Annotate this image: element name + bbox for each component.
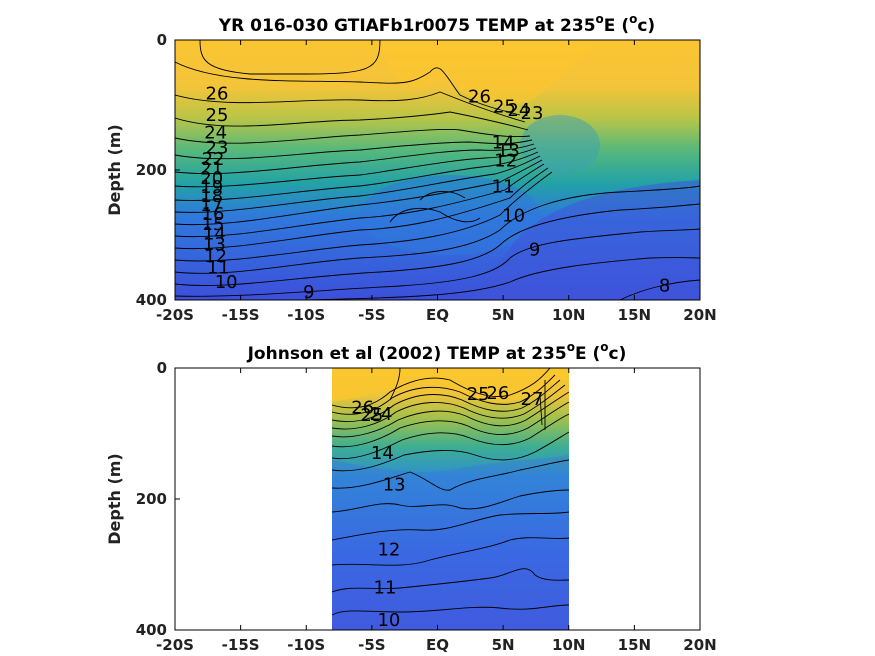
top-contour-label: 9 xyxy=(303,282,314,303)
top-x-tick-label: -5S xyxy=(358,306,385,324)
top-contour-label: 20 xyxy=(200,168,223,189)
bottom-y-axis: 0 200 400 xyxy=(136,359,180,639)
bottom-contour-label: 11 xyxy=(374,577,397,598)
top-contour-label: 12 xyxy=(494,150,517,171)
top-y-axis: 0 200 400 xyxy=(136,31,180,309)
top-contour-label: 11 xyxy=(492,176,515,197)
top-x-tick-label: EQ xyxy=(426,306,449,324)
top-contour-label: 18 xyxy=(200,186,223,207)
bottom-x-tick-label: EQ xyxy=(426,636,449,654)
bottom-x-tick-label: 5N xyxy=(492,636,515,654)
bottom-contour-label: 14 xyxy=(371,443,394,464)
top-contour-label: 26 xyxy=(206,83,229,104)
top-contour-label: 24 xyxy=(204,122,227,143)
top-x-tick-label: 20N xyxy=(683,306,716,324)
bottom-chart-title: Johnson et al (2002) TEMP at 235oE (oc) xyxy=(247,340,627,364)
top-contour-label: 23 xyxy=(521,103,544,124)
top-contour-label: 24 xyxy=(507,100,530,121)
top-x-tick-label: 10N xyxy=(552,306,585,324)
bottom-x-tick-label: -20S xyxy=(156,636,194,654)
top-contour-label: 23 xyxy=(206,137,229,158)
bottom-isotherms xyxy=(332,368,569,616)
bottom-y-tick-label: 200 xyxy=(136,490,167,508)
top-contour-field xyxy=(175,40,700,300)
top-contour-label: 10 xyxy=(215,272,238,293)
bottom-contour-field xyxy=(332,368,569,630)
top-y-axis-label: Depth (m) xyxy=(105,124,124,216)
top-contour-label: 15 xyxy=(202,214,225,235)
top-isotherms xyxy=(175,40,700,300)
bottom-x-tick-label: -10S xyxy=(287,636,325,654)
bottom-contour-label: 25 xyxy=(360,405,383,426)
bottom-contour-label: 13 xyxy=(383,475,406,496)
bottom-panel: Johnson et al (2002) TEMP at 235oE (oc) xyxy=(105,340,717,654)
top-contour-label: 25 xyxy=(493,96,516,117)
top-contour-label: 11 xyxy=(207,258,230,279)
top-contour-label: 21 xyxy=(200,159,223,180)
top-contour-label: 8 xyxy=(659,276,670,297)
top-contour-label: 12 xyxy=(204,246,227,267)
top-contour-label: 14 xyxy=(492,133,515,154)
top-contour-label: 26 xyxy=(468,87,491,108)
bottom-contour-label: 25 xyxy=(467,384,490,405)
bottom-x-tick-label: -5S xyxy=(358,636,385,654)
top-contour-label: 19 xyxy=(200,177,223,198)
bottom-contour-label: 26 xyxy=(351,397,374,418)
bottom-x-tick-label: 15N xyxy=(618,636,651,654)
top-contour-label: 22 xyxy=(202,149,225,170)
top-x-tick-label: 5N xyxy=(492,306,515,324)
bottom-contour-label: 26 xyxy=(486,383,509,404)
top-contour-label: 16 xyxy=(202,204,225,225)
top-panel: YR 016-030 GTIAFb1r0075 TEMP at 235oE (o… xyxy=(105,12,717,324)
bottom-contour-label: 10 xyxy=(377,610,400,631)
bottom-x-tick-label: 10N xyxy=(552,636,585,654)
bottom-x-tick-label: 20N xyxy=(683,636,716,654)
top-chart-title: YR 016-030 GTIAFb1r0075 TEMP at 235oE (o… xyxy=(218,12,655,36)
top-x-axis: -20S -15S -10S -5S EQ 5N 10N 15N 20N xyxy=(156,40,717,324)
bottom-contour-label: 27 xyxy=(521,389,544,410)
top-x-tick-label: -10S xyxy=(287,306,325,324)
top-y-tick-label: 200 xyxy=(136,161,167,179)
bottom-x-axis: -20S -15S -10S -5S EQ 5N 10N 15N 20N xyxy=(156,368,717,654)
top-contour-label: 13 xyxy=(203,234,226,255)
top-y-tick-label: 400 xyxy=(136,291,167,309)
bottom-y-axis-label: Depth (m) xyxy=(105,453,124,545)
top-contour-label: 9 xyxy=(529,239,540,260)
bottom-contour-label: 12 xyxy=(377,539,400,560)
top-contour-label: 25 xyxy=(206,105,229,126)
top-contour-label: 10 xyxy=(502,206,525,227)
bottom-x-tick-label: -15S xyxy=(222,636,260,654)
top-x-tick-label: -20S xyxy=(156,306,194,324)
top-x-tick-label: 15N xyxy=(618,306,651,324)
bottom-y-tick-label: 400 xyxy=(136,621,167,639)
top-contour-label: 13 xyxy=(497,141,520,162)
top-contour-label: 17 xyxy=(200,195,223,216)
bottom-contour-label: 24 xyxy=(370,404,393,425)
top-contour-label: 14 xyxy=(203,224,226,245)
bottom-y-tick-label: 0 xyxy=(157,359,167,377)
top-y-tick-label: 0 xyxy=(157,31,167,49)
top-x-tick-label: -15S xyxy=(222,306,260,324)
